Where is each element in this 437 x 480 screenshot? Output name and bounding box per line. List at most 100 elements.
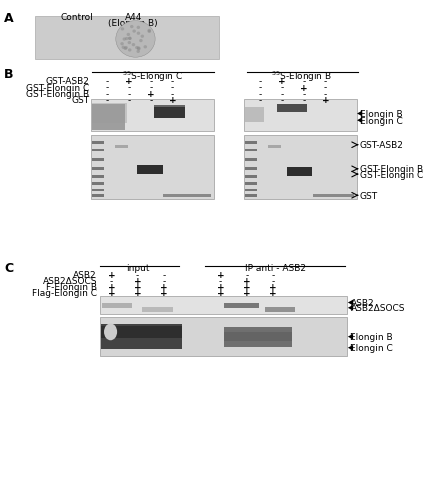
Bar bbox=[100, 318, 347, 356]
Ellipse shape bbox=[120, 43, 124, 46]
Ellipse shape bbox=[121, 47, 125, 50]
Polygon shape bbox=[357, 118, 362, 124]
FancyBboxPatch shape bbox=[245, 189, 257, 192]
FancyBboxPatch shape bbox=[92, 183, 104, 186]
Text: +: + bbox=[108, 270, 115, 279]
Text: -: - bbox=[280, 96, 284, 105]
Text: GST-Elongin B: GST-Elongin B bbox=[27, 90, 90, 98]
Text: -: - bbox=[302, 96, 305, 105]
FancyBboxPatch shape bbox=[137, 166, 163, 174]
Text: -: - bbox=[258, 77, 262, 86]
FancyBboxPatch shape bbox=[224, 303, 259, 309]
Text: IP anti - ASB2: IP anti - ASB2 bbox=[245, 263, 306, 272]
Text: +: + bbox=[278, 77, 286, 86]
FancyBboxPatch shape bbox=[245, 168, 257, 170]
Text: +: + bbox=[160, 289, 168, 298]
Ellipse shape bbox=[124, 48, 127, 51]
FancyBboxPatch shape bbox=[92, 149, 104, 152]
Text: -: - bbox=[127, 90, 131, 98]
Ellipse shape bbox=[147, 30, 151, 33]
FancyBboxPatch shape bbox=[224, 332, 292, 342]
Ellipse shape bbox=[125, 38, 128, 41]
Text: +: + bbox=[160, 283, 168, 291]
Text: +: + bbox=[134, 283, 142, 291]
Text: +: + bbox=[108, 289, 115, 298]
FancyBboxPatch shape bbox=[224, 327, 292, 348]
FancyBboxPatch shape bbox=[115, 146, 128, 149]
Text: -: - bbox=[149, 96, 153, 105]
Text: -: - bbox=[105, 90, 109, 98]
FancyBboxPatch shape bbox=[92, 159, 104, 162]
Polygon shape bbox=[348, 334, 353, 340]
FancyBboxPatch shape bbox=[142, 307, 173, 312]
Text: (Elongin B): (Elongin B) bbox=[108, 19, 158, 28]
Text: GST-ASB2: GST-ASB2 bbox=[46, 77, 90, 86]
Text: +: + bbox=[217, 289, 225, 298]
Ellipse shape bbox=[104, 324, 117, 341]
Text: ASB2ΔSOCS: ASB2ΔSOCS bbox=[350, 304, 405, 312]
FancyBboxPatch shape bbox=[92, 176, 104, 179]
Text: +: + bbox=[134, 289, 142, 298]
FancyBboxPatch shape bbox=[277, 105, 307, 113]
Text: Control: Control bbox=[60, 13, 93, 23]
Text: +: + bbox=[243, 276, 251, 285]
Text: +: + bbox=[269, 289, 277, 298]
Text: -: - bbox=[149, 84, 153, 92]
FancyBboxPatch shape bbox=[313, 194, 354, 198]
Text: $^{35}$S-Elongin C: $^{35}$S-Elongin C bbox=[122, 70, 184, 84]
FancyBboxPatch shape bbox=[101, 324, 182, 349]
Text: GST-ASB2: GST-ASB2 bbox=[360, 141, 403, 150]
Text: +: + bbox=[269, 283, 277, 291]
FancyBboxPatch shape bbox=[245, 183, 257, 186]
Text: GST-Elongin C: GST-Elongin C bbox=[360, 170, 423, 179]
Ellipse shape bbox=[128, 42, 131, 45]
FancyBboxPatch shape bbox=[265, 307, 295, 312]
Text: -: - bbox=[171, 90, 174, 98]
Ellipse shape bbox=[137, 47, 140, 50]
Text: +: + bbox=[322, 96, 329, 105]
Text: +: + bbox=[134, 276, 142, 285]
Text: $^{35}$S-Elongin B: $^{35}$S-Elongin B bbox=[271, 70, 332, 84]
FancyBboxPatch shape bbox=[92, 189, 104, 192]
Ellipse shape bbox=[122, 38, 126, 42]
Text: ASB2: ASB2 bbox=[73, 270, 97, 279]
Text: -: - bbox=[302, 77, 305, 86]
Ellipse shape bbox=[130, 26, 134, 29]
FancyBboxPatch shape bbox=[245, 159, 257, 162]
Text: +: + bbox=[169, 96, 177, 105]
FancyBboxPatch shape bbox=[245, 142, 257, 145]
Text: B: B bbox=[4, 68, 14, 81]
Text: Elongin B: Elongin B bbox=[360, 110, 402, 119]
Text: -: - bbox=[280, 90, 284, 98]
Text: -: - bbox=[127, 84, 131, 92]
Text: +: + bbox=[243, 289, 251, 298]
Ellipse shape bbox=[143, 46, 147, 49]
Text: GST-Elongin B: GST-Elongin B bbox=[360, 165, 423, 174]
FancyBboxPatch shape bbox=[102, 304, 132, 309]
Text: input: input bbox=[126, 263, 149, 272]
Text: -: - bbox=[105, 96, 109, 105]
FancyBboxPatch shape bbox=[154, 106, 185, 109]
Ellipse shape bbox=[137, 33, 140, 36]
Text: -: - bbox=[162, 270, 166, 279]
Text: -: - bbox=[105, 84, 109, 92]
Bar bbox=[244, 100, 357, 132]
FancyBboxPatch shape bbox=[92, 168, 104, 170]
Text: +: + bbox=[243, 283, 251, 291]
Text: Elongin C: Elongin C bbox=[360, 117, 402, 125]
Text: F-Elongin B: F-Elongin B bbox=[46, 283, 97, 291]
Ellipse shape bbox=[136, 50, 140, 54]
FancyBboxPatch shape bbox=[287, 168, 312, 176]
Text: +: + bbox=[217, 270, 225, 279]
Bar bbox=[244, 135, 357, 199]
Text: +: + bbox=[300, 84, 308, 92]
Text: +: + bbox=[147, 90, 155, 98]
FancyBboxPatch shape bbox=[245, 149, 257, 152]
Bar bbox=[91, 100, 214, 132]
Ellipse shape bbox=[124, 47, 128, 50]
Text: -: - bbox=[245, 270, 249, 279]
Ellipse shape bbox=[137, 27, 140, 30]
Text: ASB2: ASB2 bbox=[350, 299, 374, 307]
FancyBboxPatch shape bbox=[154, 108, 185, 119]
Text: GST-Elongin C: GST-Elongin C bbox=[26, 84, 90, 92]
